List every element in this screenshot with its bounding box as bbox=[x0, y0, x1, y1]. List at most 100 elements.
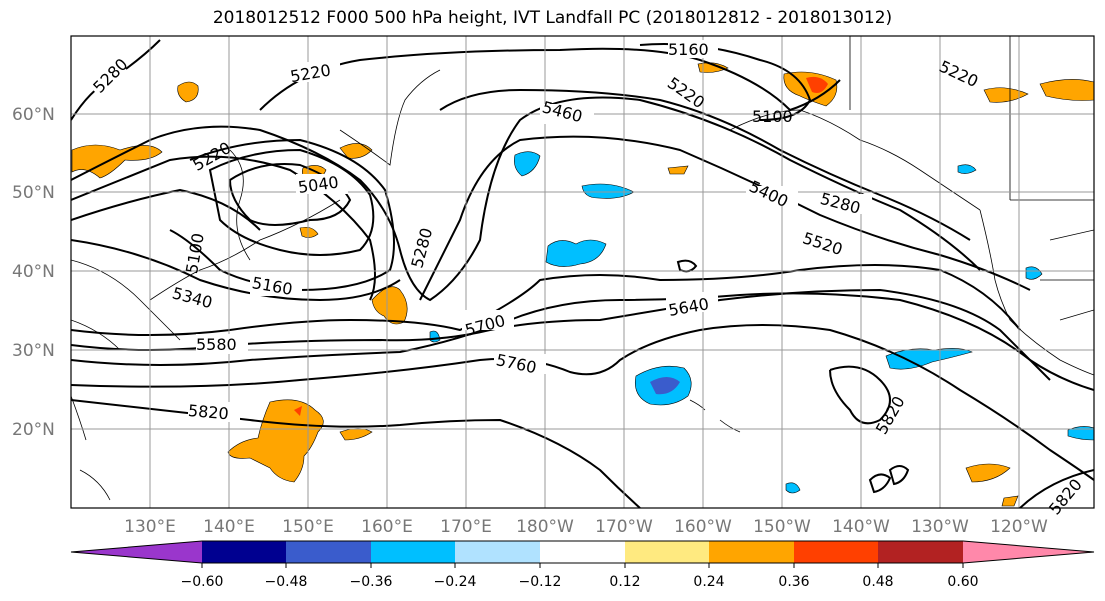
ivt-positive-region bbox=[227, 399, 324, 483]
contour-label: 5220 bbox=[936, 57, 981, 91]
longitude-labels: 130°E 140°E 150°E 160°E 170°E 180°W 170°… bbox=[124, 517, 1048, 537]
ivt-shading bbox=[71, 62, 1094, 507]
coastline-hawaii bbox=[689, 399, 741, 433]
ivt-negative-region bbox=[1067, 426, 1094, 441]
contour-label: 5160 bbox=[668, 40, 709, 59]
colorbar-swatch bbox=[286, 541, 371, 563]
ivt-positive-region bbox=[177, 81, 199, 103]
ivt-positive-region bbox=[667, 165, 689, 175]
contour-5700 bbox=[71, 292, 1094, 391]
colorbar-swatch bbox=[540, 541, 625, 563]
ivt-positive-region bbox=[1001, 495, 1019, 507]
contour-5640 bbox=[71, 288, 1051, 381]
lon-label: 130°W bbox=[911, 517, 969, 537]
contour-5340 bbox=[71, 96, 981, 302]
ivt-positive-region bbox=[339, 143, 373, 159]
colorbar-tick-label: 0.36 bbox=[778, 574, 809, 590]
lon-label: 140°E bbox=[203, 517, 255, 537]
contour-label: 5280 bbox=[407, 226, 436, 270]
contour-5820-east bbox=[829, 365, 891, 425]
ivt-positive-region bbox=[339, 428, 373, 441]
lat-label: 50°N bbox=[12, 183, 55, 203]
contour-5820-southeast bbox=[1019, 469, 1094, 508]
contour-label: 5100 bbox=[752, 107, 793, 126]
contour-5580 bbox=[71, 264, 1021, 336]
contour-5520 bbox=[71, 135, 1031, 301]
contour-5220 bbox=[259, 47, 841, 112]
ivt-positive-region bbox=[965, 463, 1011, 483]
coastline-alaska bbox=[729, 36, 1011, 211]
lon-label: 170°W bbox=[595, 517, 653, 537]
colorbar-swatch bbox=[71, 541, 202, 563]
ivt-negative-region bbox=[957, 164, 977, 174]
lon-label: 150°E bbox=[282, 517, 334, 537]
colorbar-swatch bbox=[878, 541, 963, 563]
latitude-labels: 60°N 50°N 40°N 30°N 20°N bbox=[12, 105, 55, 440]
ivt-positive-region bbox=[294, 406, 302, 416]
lat-label: 20°N bbox=[12, 420, 55, 440]
contour-5460 bbox=[439, 88, 971, 241]
contour-5280-low bbox=[71, 239, 401, 302]
contour-small-closed bbox=[676, 259, 698, 273]
ivt-positive-region bbox=[71, 144, 163, 179]
colorbar-swatch bbox=[625, 541, 709, 563]
ivt-negative-region bbox=[885, 348, 973, 370]
contour-5400 bbox=[71, 155, 376, 301]
colorbar-swatch bbox=[371, 541, 455, 563]
colorbar-tick-label: −0.48 bbox=[265, 574, 308, 590]
contour-5820 bbox=[71, 399, 641, 508]
plot-frame bbox=[70, 35, 1095, 509]
map-title: 2018012512 F000 500 hPa height, IVT Land… bbox=[212, 8, 893, 28]
ivt-negative-region bbox=[650, 377, 680, 395]
contour-label: 5820 bbox=[872, 393, 909, 438]
lon-label: 180°W bbox=[516, 517, 574, 537]
colorbar-ticks: −0.60 −0.48 −0.36 −0.24 −0.12 0.12 0.24 … bbox=[181, 574, 979, 590]
contour-label: 5580 bbox=[196, 335, 237, 354]
ivt-positive-region bbox=[806, 76, 828, 93]
ivt-positive-region bbox=[299, 226, 319, 238]
graticule bbox=[71, 36, 1094, 508]
colorbar-tick-label: 0.60 bbox=[947, 574, 978, 590]
lon-label: 150°W bbox=[753, 517, 811, 537]
lon-label: 170°E bbox=[440, 517, 492, 537]
colorbar-tick-label: 0.24 bbox=[693, 574, 724, 590]
lon-label: 120°W bbox=[990, 517, 1048, 537]
contour-label: 5820 bbox=[1045, 475, 1086, 518]
colorbar-swatch bbox=[963, 541, 1094, 563]
colorbar-tick-label: −0.36 bbox=[350, 574, 393, 590]
ivt-negative-region bbox=[1025, 266, 1043, 280]
ivt-negative-region bbox=[429, 330, 441, 343]
lon-label: 160°E bbox=[361, 517, 413, 537]
contour-label: 5820 bbox=[187, 401, 229, 423]
contour-label: 5220 bbox=[664, 73, 708, 112]
colorbar-swatch bbox=[202, 541, 286, 563]
lat-label: 30°N bbox=[12, 341, 55, 361]
lat-label: 40°N bbox=[12, 262, 55, 282]
colorbar-swatch bbox=[455, 541, 540, 563]
ivt-negative-region bbox=[545, 239, 607, 267]
lon-label: 130°E bbox=[124, 517, 176, 537]
lon-label: 140°W bbox=[832, 517, 890, 537]
colorbar-tick-label: −0.60 bbox=[181, 574, 224, 590]
lat-label: 60°N bbox=[12, 105, 55, 125]
contour-small-closed bbox=[868, 473, 892, 494]
contour-5100 bbox=[208, 148, 375, 256]
ivt-positive-region bbox=[1039, 79, 1094, 101]
contour-small-closed bbox=[888, 465, 910, 486]
colorbar-tick-label: −0.24 bbox=[434, 574, 477, 590]
ivt-negative-region bbox=[581, 183, 635, 199]
colorbar-tick-label: 0.12 bbox=[609, 574, 640, 590]
contour-5760 bbox=[71, 324, 1094, 481]
contour-5040 bbox=[228, 163, 352, 226]
colorbar bbox=[70, 540, 1095, 568]
contour-labels: 5280 5220 5160 5220 5100 5220 5460 5280 … bbox=[87, 40, 1086, 518]
colorbar-tick-label: 0.48 bbox=[862, 574, 893, 590]
ivt-negative-region bbox=[785, 482, 801, 494]
contour-label: 5280 bbox=[89, 55, 131, 97]
lon-label: 160°W bbox=[674, 517, 732, 537]
ivt-positive-region bbox=[983, 87, 1029, 103]
colorbar-tick-label: −0.12 bbox=[519, 574, 562, 590]
coastline-northamerica bbox=[979, 199, 1094, 376]
colorbar-swatch bbox=[794, 541, 878, 563]
